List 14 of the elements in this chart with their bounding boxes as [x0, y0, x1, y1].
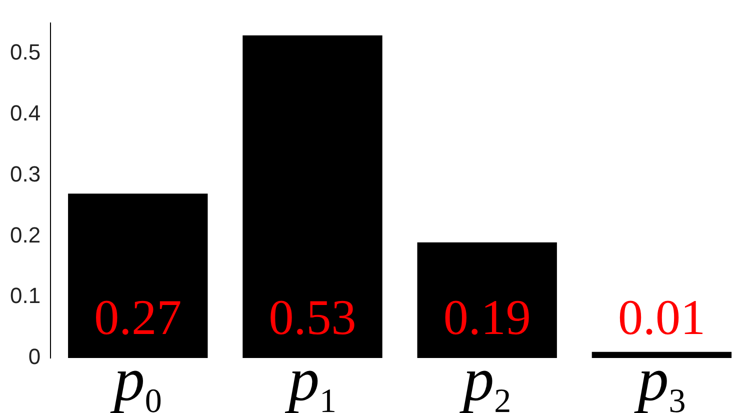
y-tick-label: 0: [28, 344, 41, 370]
bar: [68, 194, 208, 358]
bar: [242, 35, 382, 358]
y-tick-label: 0.5: [10, 40, 41, 65]
data-label: 0.53: [268, 289, 356, 345]
bar: [417, 242, 557, 358]
y-tick-label: 0.4: [10, 100, 41, 126]
data-label: 0.01: [618, 289, 706, 345]
y-tick-label: 0.1: [10, 283, 41, 308]
data-label: 0.19: [443, 289, 531, 345]
y-tick-label: 0.3: [10, 161, 41, 186]
data-label: 0.27: [94, 289, 182, 345]
y-tick-label: 0.2: [10, 222, 41, 248]
bar: [592, 352, 732, 358]
